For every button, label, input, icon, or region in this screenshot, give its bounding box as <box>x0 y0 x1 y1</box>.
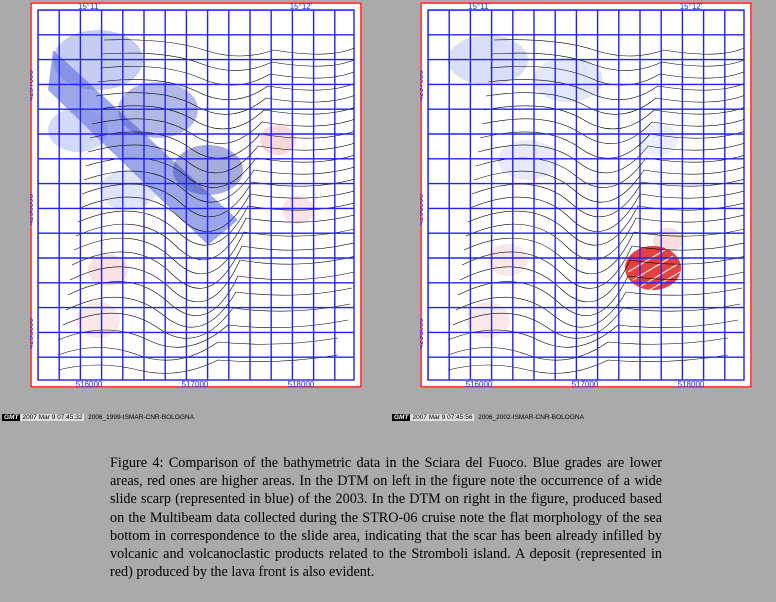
stamp-source: 2006_1999-ISMAR-CNR-BOLOGNA <box>88 414 194 421</box>
svg-text:518000: 518000 <box>678 380 705 388</box>
gmt-logo: GMT <box>392 414 410 421</box>
svg-text:38°49': 38°49' <box>751 72 752 95</box>
svg-text:4295000: 4295000 <box>420 317 425 349</box>
svg-text:4295000: 4295000 <box>30 317 35 349</box>
right-chart-svg: 516000 517000 518000 4295000 4296000 4297000 1… <box>420 2 752 388</box>
timestamp: 2007 Mar 9 07:45:32 <box>20 414 84 421</box>
svg-text:517000: 517000 <box>182 380 209 388</box>
svg-text:516000: 516000 <box>76 380 103 388</box>
svg-text:4297000: 4297000 <box>420 69 425 101</box>
left-chart-svg: 516000 517000 518000 4295000 4296000 4297000 1… <box>30 2 362 388</box>
svg-text:38°48': 38°48' <box>751 270 752 293</box>
svg-text:38°48': 38°48' <box>361 270 362 293</box>
stamp-source: 2006_2002-ISMAR-CNR-BOLOGNA <box>478 414 584 421</box>
gmt-stamp-right: GMT2007 Mar 9 07:45:56 2006_2002-ISMAR-C… <box>392 414 584 421</box>
figure-caption: Figure 4: Comparison of the bathymetric … <box>110 454 662 581</box>
svg-text:4296000: 4296000 <box>30 193 35 225</box>
svg-text:15°11': 15°11' <box>468 2 490 11</box>
svg-text:15°12': 15°12' <box>680 2 703 11</box>
figure-container: 516000 517000 518000 4295000 4296000 4297000 1… <box>0 0 776 602</box>
svg-text:4297000: 4297000 <box>30 69 35 101</box>
timestamp: 2007 Mar 9 07:45:56 <box>410 414 474 421</box>
bathymetry-panel-right: 516000 517000 518000 4295000 4296000 4297000 1… <box>420 2 752 388</box>
svg-text:38°49': 38°49' <box>361 72 362 95</box>
svg-text:517000: 517000 <box>572 380 599 388</box>
svg-text:15°12': 15°12' <box>290 2 313 11</box>
svg-text:15°11': 15°11' <box>78 2 100 11</box>
gmt-logo: GMT <box>2 414 20 421</box>
svg-text:4296000: 4296000 <box>420 193 425 225</box>
caption-label: Figure 4: <box>110 455 163 471</box>
svg-text:516000: 516000 <box>466 380 493 388</box>
bathymetry-panel-left: 516000 517000 518000 4295000 4296000 4297000 1… <box>30 2 362 388</box>
caption-text: Comparison of the bathymetric data in th… <box>110 455 662 580</box>
gmt-stamp-left: GMT2007 Mar 9 07:45:32 2006_1999-ISMAR-C… <box>2 414 194 421</box>
svg-text:518000: 518000 <box>288 380 315 388</box>
